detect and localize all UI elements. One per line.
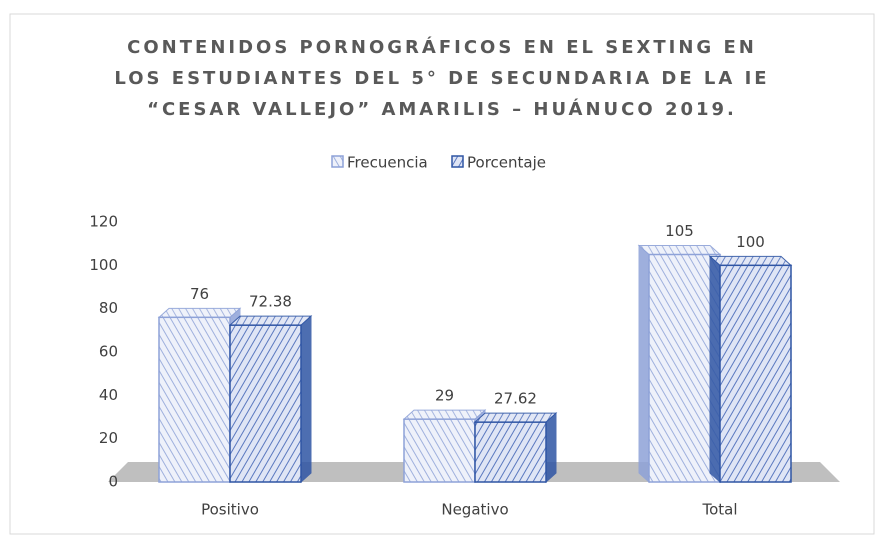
y-tick-label: 0 (108, 473, 118, 491)
legend-swatch (451, 155, 464, 168)
bar (719, 264, 792, 483)
bar-side (638, 244, 650, 484)
y-tick-label: 60 (99, 343, 118, 361)
y-tick-label: 80 (99, 299, 118, 317)
data-label: 105 (665, 222, 694, 240)
bar-top (708, 255, 793, 266)
bar-top (228, 315, 313, 326)
data-label: 29 (435, 387, 454, 405)
legend-swatch (331, 155, 344, 168)
chart-title: CONTENIDOS PORNOGRÁFICOS EN EL SEXTING E… (127, 36, 757, 58)
x-tick-label: Positivo (201, 501, 259, 519)
y-tick-label: 20 (99, 429, 118, 447)
y-tick-label: 120 (89, 213, 118, 231)
bar-side (545, 412, 557, 484)
chart-title: LOS ESTUDIANTES DEL 5° DE SECUNDARIA DE … (114, 68, 769, 89)
x-tick-label: Negativo (441, 501, 508, 519)
bar (158, 316, 231, 483)
data-label: 100 (736, 233, 765, 251)
legend-label: Porcentaje (467, 154, 546, 172)
data-label: 27.62 (494, 390, 537, 408)
data-label: 76 (190, 285, 209, 303)
bar (648, 253, 721, 483)
x-tick-label: Total (701, 501, 737, 519)
y-tick-label: 40 (99, 386, 118, 404)
bar-side (300, 315, 312, 484)
bar-top (157, 307, 242, 318)
y-tick-label: 100 (89, 256, 118, 274)
data-label: 72.38 (249, 293, 292, 311)
legend-label: Frecuencia (347, 154, 428, 172)
bar-top (637, 245, 722, 255)
chart-title: “CESAR VALLEJO” AMARILIS – HUÁNUCO 2019. (147, 98, 737, 120)
bar-top (402, 409, 487, 420)
bar (229, 324, 302, 483)
bar-top (473, 412, 558, 423)
bar (403, 418, 476, 483)
bar (474, 421, 547, 483)
bar-side (709, 255, 721, 484)
